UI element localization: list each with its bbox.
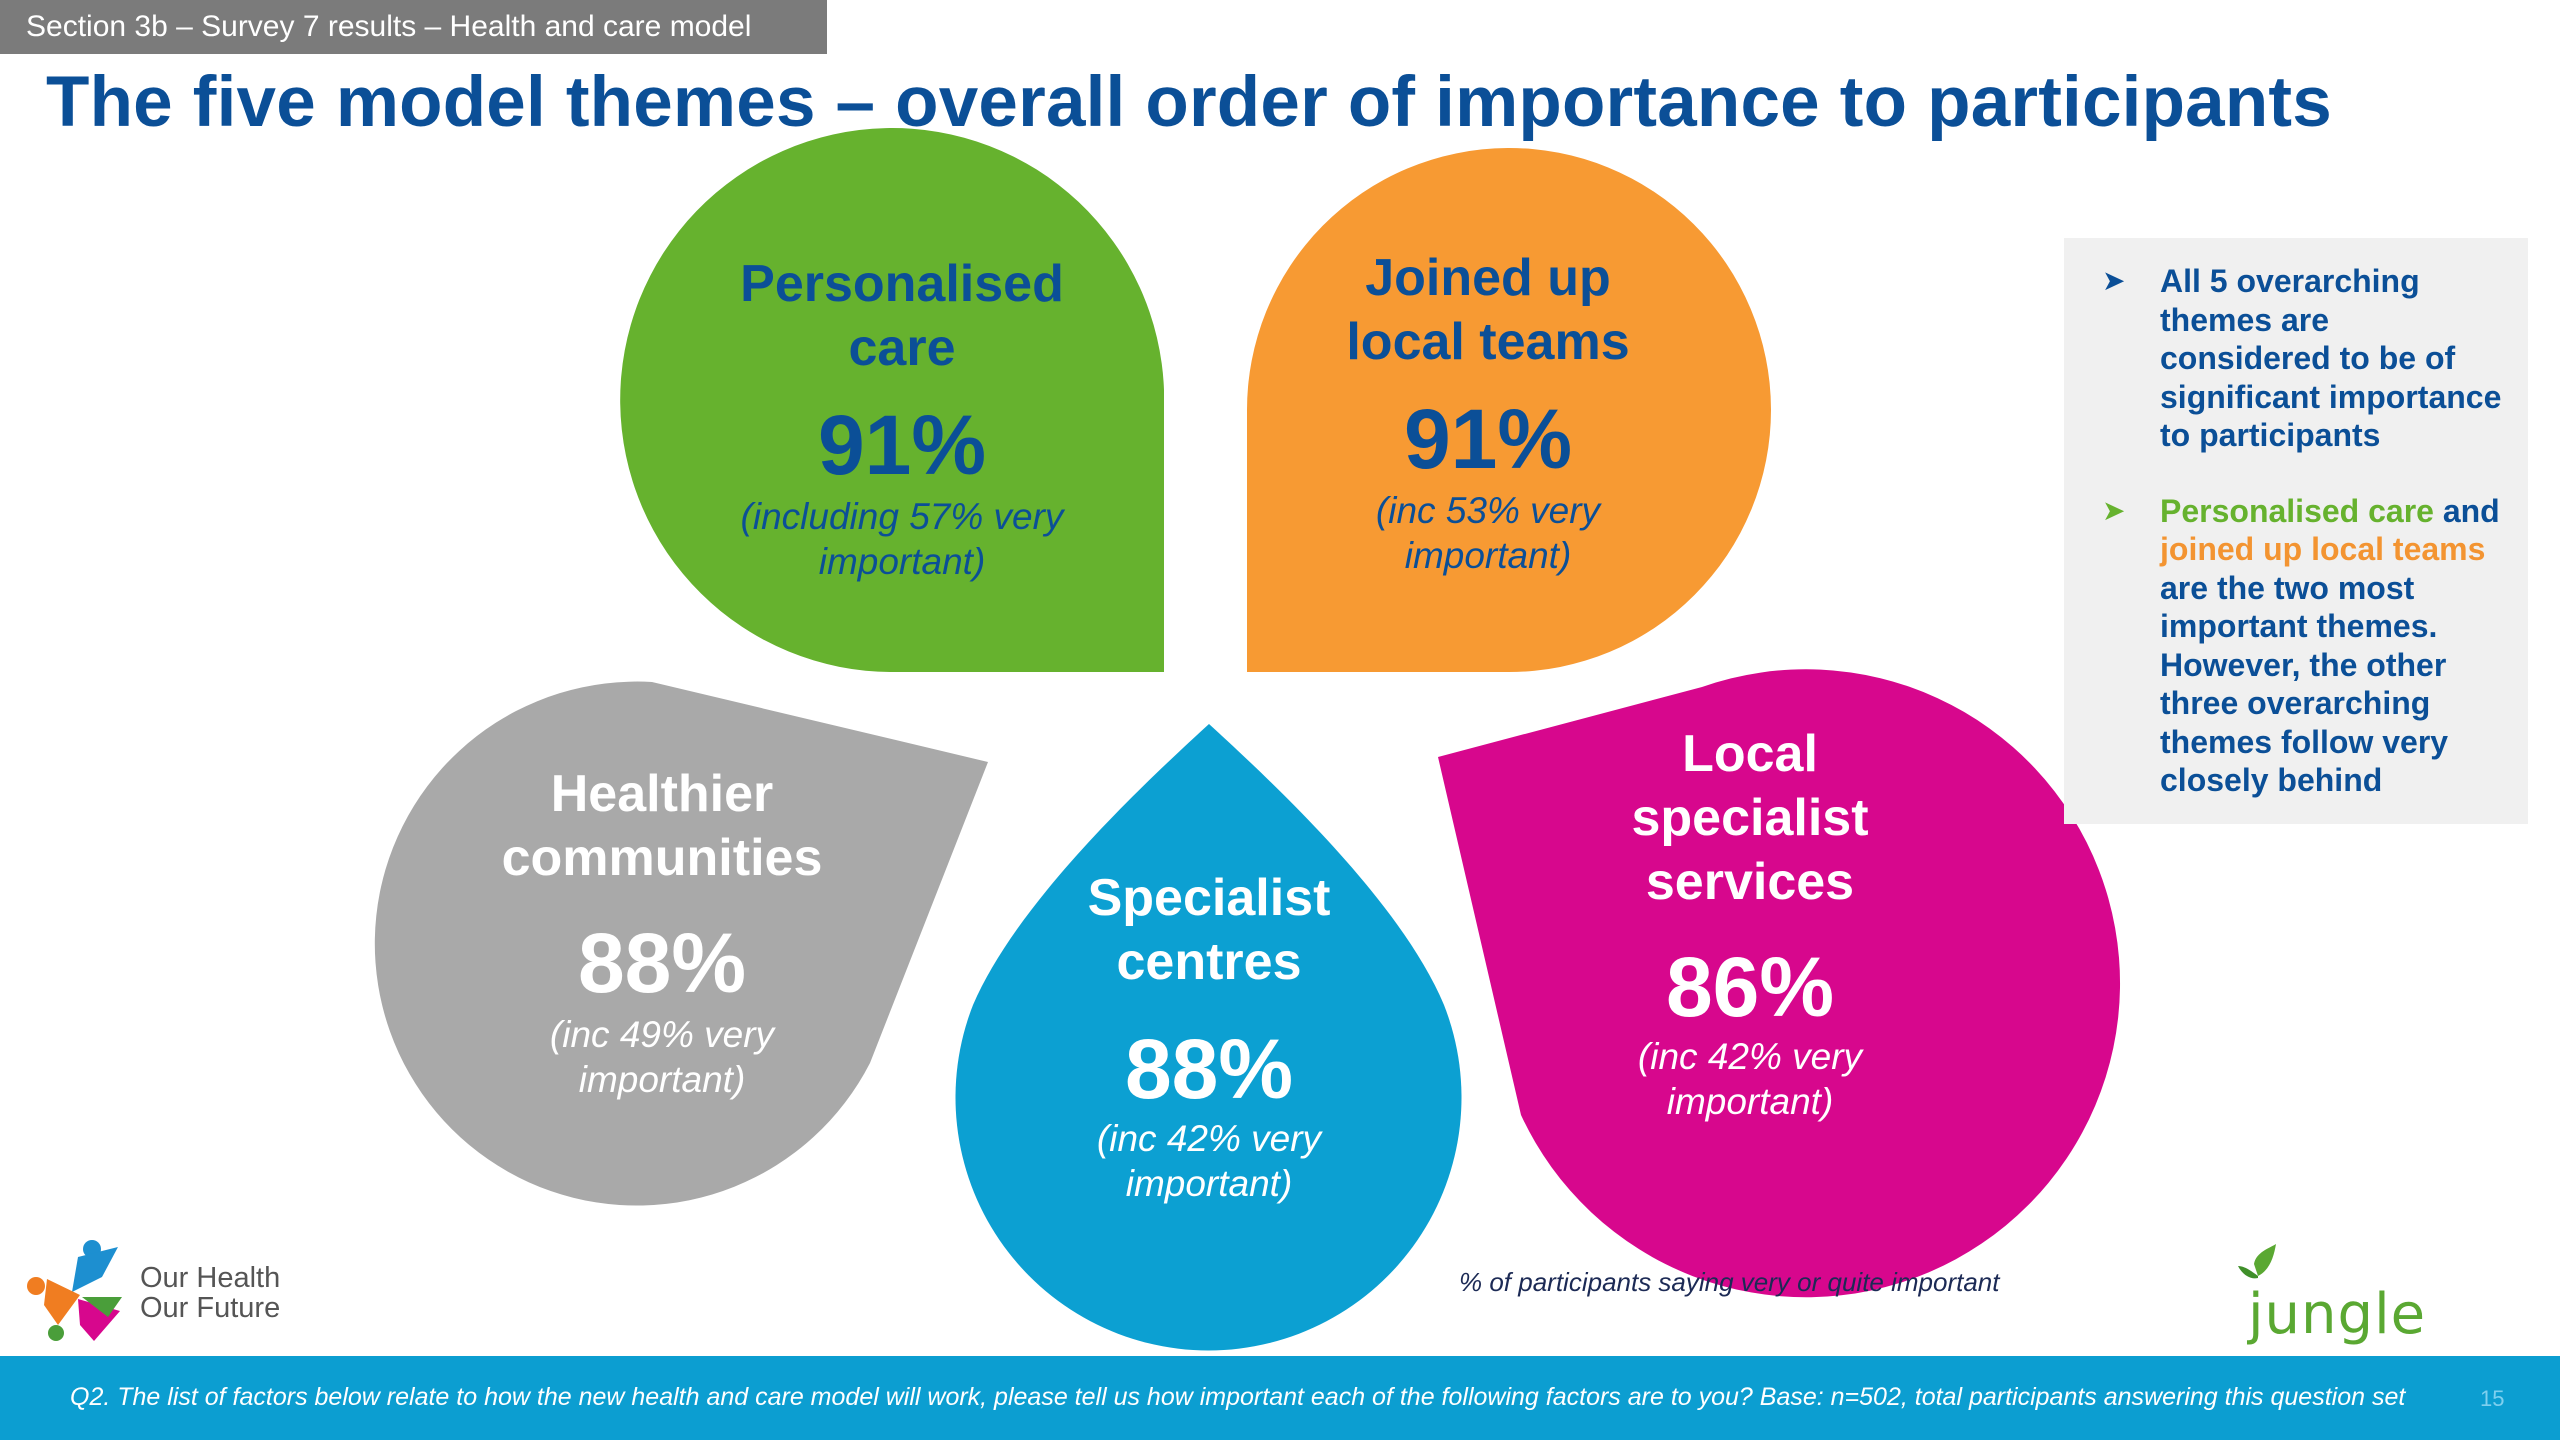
petal-personalised-care: [620, 128, 1164, 672]
theme-subtext: (inc 42% very important): [1096, 1118, 1322, 1204]
summary-text: All 5 overarching themes are considered …: [2160, 263, 2502, 453]
theme-value: 86%: [1665, 940, 1835, 1034]
highlight-joined-up-local-teams: joined up local teams: [2160, 531, 2486, 567]
jungle-green-logo: [2238, 1244, 2276, 1279]
our-health-our-future-wordmark: Our Health Our Future: [140, 1262, 281, 1324]
footer-bar: [0, 1356, 2560, 1440]
theme-value: 88%: [1124, 1022, 1294, 1116]
theme-value: 91%: [817, 398, 987, 492]
arrow-bullet-icon: ➤: [2102, 494, 2126, 526]
summary-text: and: [2433, 492, 2500, 529]
theme-joined-up-local-teams: Joined up local teams 91% (inc 53% very im…: [1288, 246, 1688, 578]
theme-subtext: (including 57% very important): [740, 496, 1064, 582]
theme-name: Specialist centres: [1087, 869, 1331, 991]
theme-name: Local specialist services: [1631, 725, 1869, 911]
petal-specialist-centres: [955, 724, 1462, 1351]
highlight-personalised-care: Personalised care: [2160, 492, 2434, 529]
theme-subtext: (inc 53% very important): [1375, 490, 1601, 576]
page-title: The five model themes – overall order of…: [46, 63, 2332, 142]
theme-healthier-communities: Healthier communities 88% (inc 49% very im…: [462, 762, 862, 1102]
summary-bullet: ➤ All 5 overarching themes are considere…: [2084, 262, 2504, 455]
petal-local-specialist-services: [1438, 669, 2121, 1298]
theme-value: 88%: [577, 916, 747, 1010]
petal-healthier-communities: [374, 681, 988, 1206]
theme-local-specialist-services: Local specialist services 86% (inc 42% ver…: [1550, 722, 1950, 1124]
theme-name: Personalised care: [740, 255, 1064, 377]
theme-specialist-centres: Specialist centres 88% (inc 42% very impor…: [1009, 866, 1409, 1206]
theme-value: 91%: [1403, 392, 1573, 486]
section-tag: Section 3b – Survey 7 results – Health a…: [0, 0, 827, 54]
arrow-bullet-icon: ➤: [2102, 265, 2126, 296]
theme-name: Healthier communities: [501, 765, 823, 887]
summary-panel: ➤ All 5 overarching themes are considere…: [2064, 238, 2528, 824]
chart-note: % of participants saying very or quite i…: [1459, 1267, 2000, 1297]
theme-subtext: (inc 49% very important): [549, 1014, 775, 1100]
theme-subtext: (inc 42% very important): [1637, 1036, 1863, 1122]
petal-joined-up-local-teams: [1246, 148, 1771, 672]
our-health-our-future-logo: [27, 1240, 122, 1341]
footer-question-text: Q2. The list of factors below relate to …: [70, 1383, 2406, 1411]
summary-bullet: ➤ Personalised care and joined up local …: [2084, 492, 2504, 800]
theme-personalised-care: Personalised care 91% (including 57% very…: [702, 252, 1102, 584]
theme-name: Joined up local teams: [1346, 249, 1630, 371]
summary-text: are the two most important themes. Howev…: [2160, 569, 2449, 799]
page-number: 15: [2480, 1386, 2505, 1411]
